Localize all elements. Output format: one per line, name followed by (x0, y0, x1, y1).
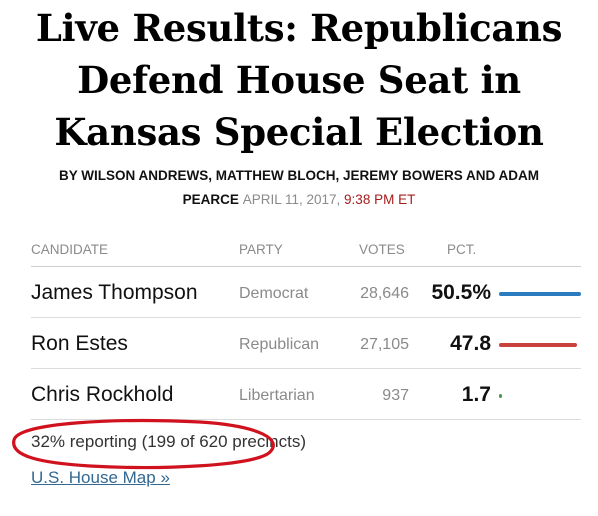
vote-share-bar-democrat (499, 292, 581, 296)
headline-line-3: Kansas Special Election (54, 110, 544, 154)
candidate-party: Republican (239, 336, 320, 353)
candidate-pct: 1.7 (461, 383, 491, 406)
candidate-votes: 27,105 (360, 336, 409, 353)
precincts-reporting: 32% reporting (199 of 620 precincts) (31, 432, 306, 451)
results-table: CANDIDATE PARTY VOTES PCT. James Thompso… (31, 236, 581, 420)
candidate-party: Democrat (239, 285, 309, 302)
candidate-name: Chris Rockhold (31, 383, 174, 406)
results-table-header: CANDIDATE PARTY VOTES PCT. (31, 236, 581, 267)
candidate-name: James Thompson (31, 281, 198, 304)
candidate-pct: 47.8 (450, 332, 491, 355)
candidate-name: Ron Estes (31, 332, 128, 355)
byline-authors-continued: PEARCE (182, 192, 239, 207)
header-party: PARTY (239, 242, 283, 257)
table-row-estes: Ron Estes Republican 27,105 47.8 (31, 318, 581, 369)
table-row-thompson: James Thompson Democrat 28,646 50.5% (31, 267, 581, 318)
byline-time: 9:38 PM ET (344, 192, 416, 207)
vote-share-bar-republican (499, 343, 577, 347)
vote-share-bar-libertarian (499, 394, 502, 398)
byline: BY WILSON ANDREWS, MATTHEW BLOCH, JEREMY… (40, 164, 558, 212)
headline-line-2: Defend House Seat in (77, 58, 521, 102)
byline-date: APRIL 11, 2017, (242, 192, 341, 207)
byline-authors: BY WILSON ANDREWS, MATTHEW BLOCH, JEREMY… (59, 168, 539, 183)
header-candidate: CANDIDATE (31, 242, 109, 257)
us-house-map-link[interactable]: U.S. House Map » (31, 468, 170, 487)
candidate-votes: 28,646 (360, 285, 409, 302)
headline-line-1: Live Results: Republicans (35, 6, 563, 50)
header-pct: PCT. (447, 242, 477, 257)
header-votes: VOTES (359, 242, 405, 257)
table-row-rockhold: Chris Rockhold Libertarian 937 1.7 (31, 369, 581, 420)
candidate-party: Libertarian (239, 387, 315, 404)
candidate-pct: 50.5% (431, 281, 491, 304)
candidate-votes: 937 (382, 387, 409, 404)
article-headline: Live Results: Republicans Defend House S… (0, 2, 598, 158)
